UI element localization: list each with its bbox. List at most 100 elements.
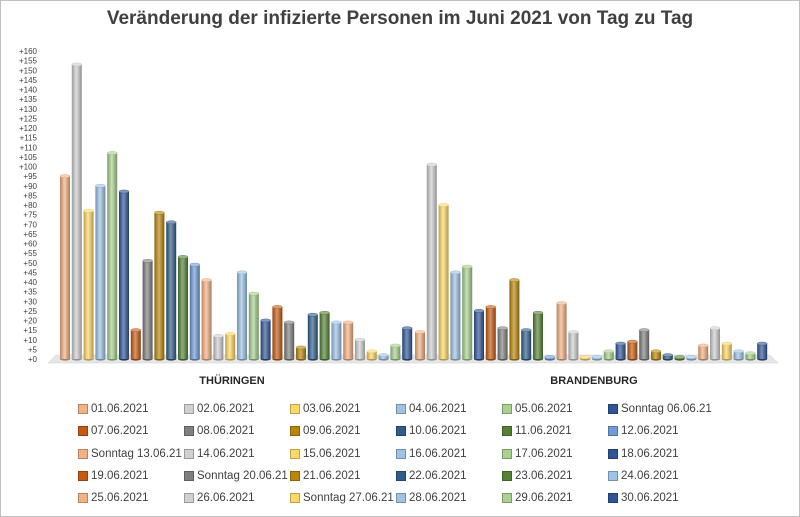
- bar: [59, 174, 71, 361]
- legend-item: 01.06.2021: [78, 398, 184, 420]
- legend-swatch: [78, 426, 88, 437]
- bar: [709, 326, 721, 361]
- legend-item: 29.06.2021: [502, 487, 608, 509]
- legend-label: 12.06.2021: [621, 425, 679, 438]
- legend-label: 14.06.2021: [197, 447, 255, 460]
- legend-item: 22.06.2021: [396, 465, 502, 487]
- legend-item: 17.06.2021: [502, 443, 608, 465]
- legend-swatch: [184, 404, 194, 415]
- legend-swatch: [290, 493, 300, 504]
- legend-label: 21.06.2021: [303, 470, 361, 483]
- legend-swatch: [608, 471, 618, 482]
- legend-label: Sonntag 27.06.21: [303, 492, 394, 505]
- legend-label: 30.06.2021: [621, 492, 679, 505]
- legend-label: 07.06.2021: [91, 425, 149, 438]
- bar: [272, 305, 283, 361]
- y-tick-label: +40: [23, 278, 37, 287]
- legend-label: 01.06.2021: [91, 403, 149, 416]
- legend-item: 03.06.2021: [290, 398, 396, 420]
- y-tick-label: +85: [23, 191, 37, 200]
- legend-label: 05.06.2021: [515, 403, 573, 416]
- y-tick-label: +150: [19, 66, 38, 75]
- bar: [485, 305, 496, 361]
- y-tick-label: +20: [23, 317, 37, 326]
- bar: [213, 334, 224, 361]
- legend-item: Sonntag 27.06.21: [290, 487, 396, 509]
- bar: [83, 208, 94, 361]
- legend-label: 24.06.2021: [621, 470, 679, 483]
- bar: [284, 320, 295, 361]
- y-tick-label: +5: [28, 345, 38, 354]
- bar: [674, 355, 685, 361]
- legend-label: 18.06.2021: [621, 447, 679, 460]
- y-tick-label: +75: [23, 211, 37, 220]
- bar: [521, 328, 532, 361]
- bar: [733, 349, 744, 361]
- y-tick-label: +45: [23, 268, 37, 277]
- legend-label: Sonntag 20.06.21: [197, 470, 288, 483]
- y-tick-label: +160: [19, 47, 38, 56]
- y-tick-label: +120: [19, 124, 38, 133]
- bar: [473, 309, 485, 361]
- y-tick-label: +10: [23, 336, 37, 345]
- bar: [224, 332, 236, 361]
- bar: [544, 355, 555, 361]
- bar: [177, 255, 189, 361]
- legend-swatch: [502, 493, 512, 504]
- y-tick-label: +25: [23, 307, 37, 316]
- y-tick-label: +55: [23, 249, 37, 258]
- legend-label: 25.06.2021: [91, 492, 149, 505]
- legend-swatch: [502, 426, 512, 437]
- bar: [639, 328, 650, 361]
- y-tick-label: +30: [23, 297, 37, 306]
- legend-item: 25.06.2021: [78, 487, 184, 509]
- legend-swatch: [608, 426, 618, 437]
- bar: [532, 310, 544, 361]
- bar: [354, 337, 366, 361]
- bar: [745, 351, 756, 361]
- bar: [627, 339, 638, 361]
- bar: [603, 349, 614, 361]
- legend-label: 23.06.2021: [515, 470, 573, 483]
- legend-item: 15.06.2021: [290, 443, 396, 465]
- bar: [568, 330, 579, 361]
- y-tick-label: +100: [19, 163, 38, 172]
- legend-swatch: [608, 448, 618, 459]
- y-tick-label: +50: [23, 259, 37, 268]
- bar: [106, 151, 118, 361]
- bar: [378, 353, 389, 361]
- y-tick-label: +60: [23, 240, 37, 249]
- y-tick-label: +0: [28, 355, 38, 364]
- legend-item: 18.06.2021: [608, 443, 714, 465]
- legend-label: 22.06.2021: [409, 470, 467, 483]
- bar: [497, 326, 508, 361]
- legend-swatch: [290, 426, 300, 437]
- legend-label: 16.06.2021: [409, 447, 467, 460]
- legend-item: Sonntag 06.06.21: [608, 398, 714, 420]
- bar: [662, 353, 673, 361]
- legend-label: 09.06.2021: [303, 425, 361, 438]
- legend-label: 11.06.2021: [515, 425, 572, 438]
- bar: [556, 301, 567, 361]
- legend-swatch: [184, 426, 194, 437]
- bar: [236, 270, 248, 361]
- bar: [686, 355, 697, 361]
- legend-label: 04.06.2021: [409, 403, 467, 416]
- legend-label: 28.06.2021: [409, 492, 467, 505]
- legend-item: 16.06.2021: [396, 443, 502, 465]
- y-tick-label: +140: [19, 86, 38, 95]
- bar: [615, 341, 626, 361]
- legend-swatch: [290, 471, 300, 482]
- bar: [509, 278, 520, 361]
- legend-swatch: [78, 404, 88, 415]
- y-tick-label: +80: [23, 201, 37, 210]
- bar: [426, 162, 437, 361]
- legend-swatch: [78, 448, 88, 459]
- y-tick-label: +135: [19, 95, 38, 104]
- y-tick-label: +110: [20, 143, 38, 152]
- legend-item: 08.06.2021: [184, 420, 290, 442]
- bar: [390, 343, 401, 361]
- legend-label: 10.06.2021: [409, 425, 467, 438]
- bar: [307, 312, 318, 361]
